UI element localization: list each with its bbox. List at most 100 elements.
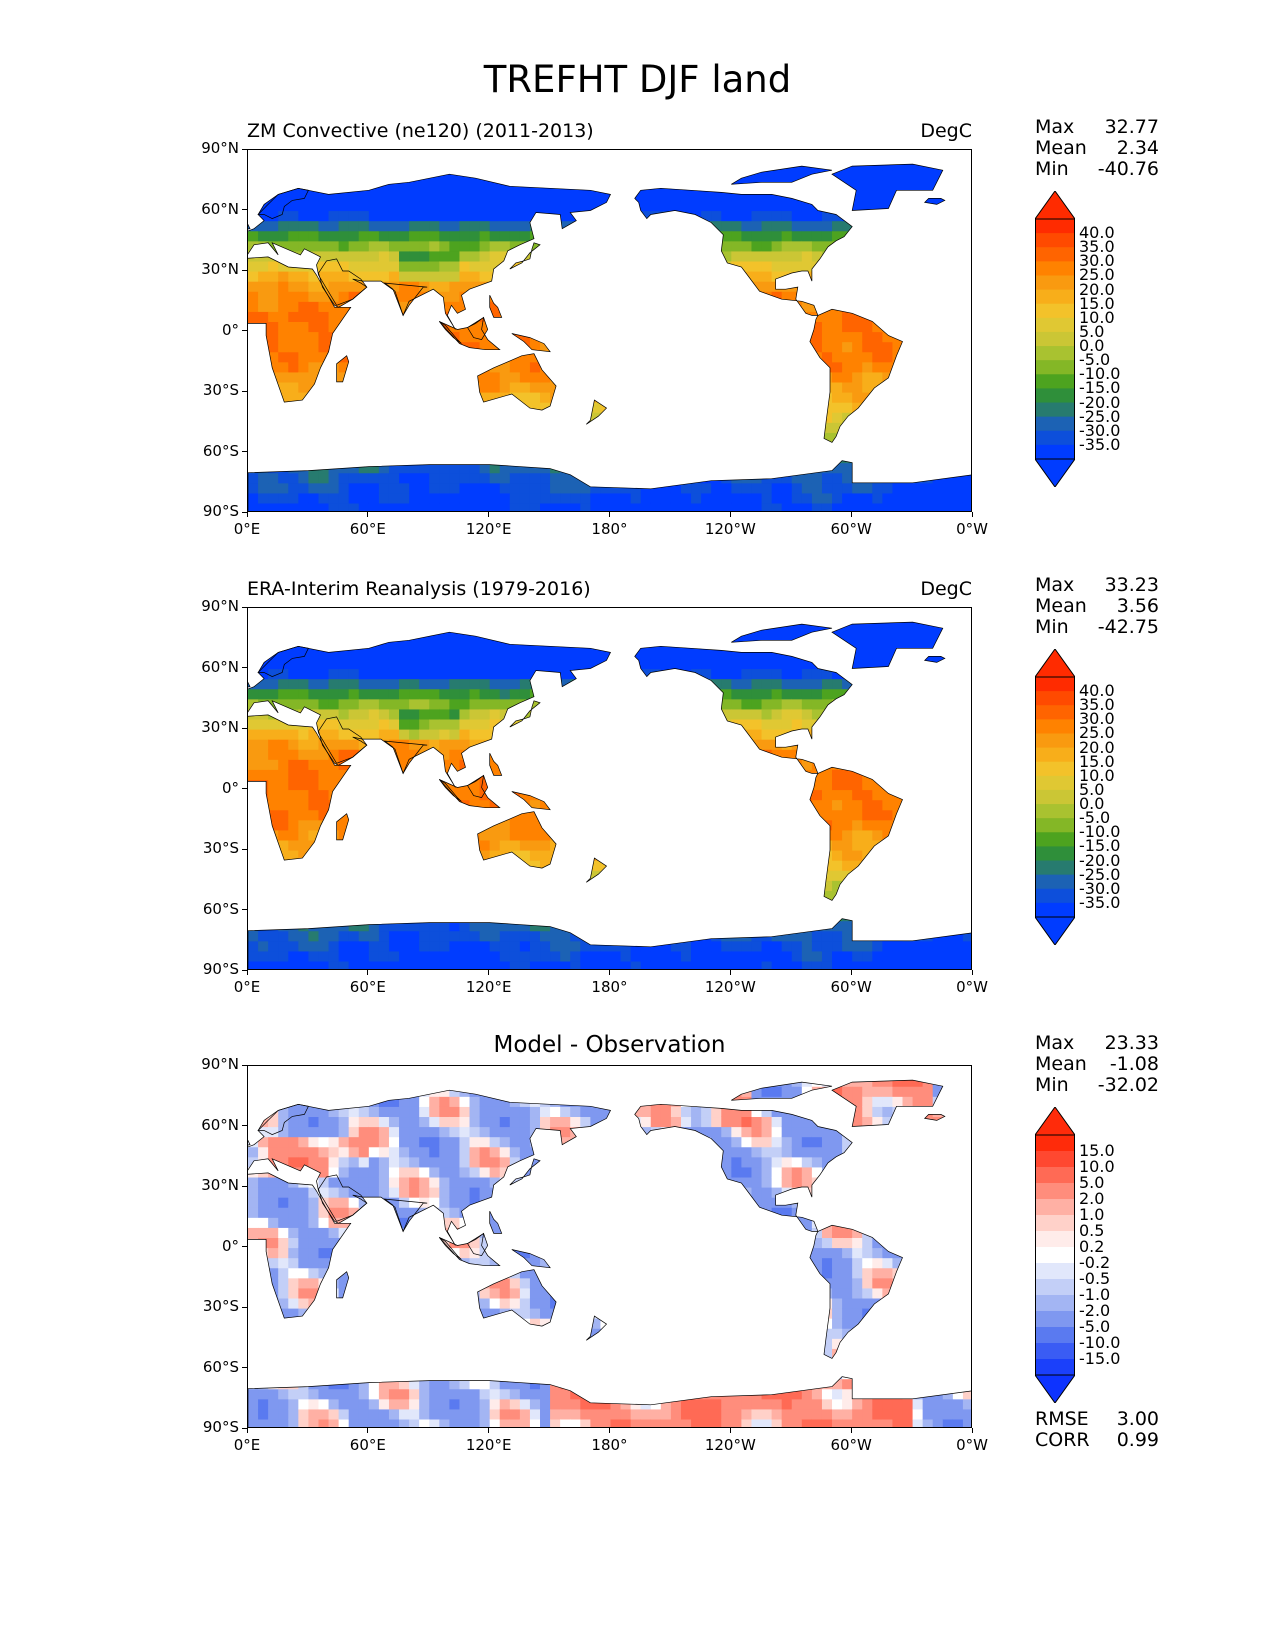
stat-value: 3.56 — [1116, 595, 1159, 617]
lon-tick-label: 60°W — [830, 1436, 872, 1454]
colorbar-segment — [1035, 303, 1075, 319]
stat-label: Mean — [1035, 1053, 1087, 1075]
colorbar-segment — [1035, 219, 1075, 234]
coastline-eurasia — [248, 631, 612, 788]
colorbar-segment — [1035, 1199, 1075, 1216]
colorbar-tick-label: 10.0 — [1079, 765, 1115, 785]
lat-tick — [242, 1064, 247, 1066]
lon-tick — [971, 1428, 973, 1433]
lon-tick — [246, 512, 248, 517]
colorbar-extend-top — [1035, 191, 1075, 220]
coastline-madagascar — [336, 813, 350, 841]
coastline-scandinavia — [257, 187, 309, 219]
colorbar-tick-label: 0.5 — [1079, 1221, 1105, 1240]
colorbar-segment — [1035, 331, 1075, 347]
colorbar-tick-label: -5.0 — [1079, 808, 1111, 828]
colorbar-segment — [1035, 247, 1075, 262]
colorbar-tick-label: 20.0 — [1079, 737, 1115, 757]
coastline-india — [383, 282, 428, 317]
colorbar-tick-label: 0.0 — [1079, 336, 1105, 356]
lon-tick-label: 120°E — [465, 978, 512, 996]
colorbar-segment — [1035, 860, 1075, 876]
colorbar-segment — [1035, 1327, 1075, 1344]
lat-tick — [242, 1306, 247, 1308]
lat-tick — [242, 969, 247, 971]
lon-tick-label: 0°E — [233, 520, 261, 538]
colorbar-extend-top — [1035, 649, 1075, 678]
coastline-iceland — [923, 1114, 946, 1121]
lon-tick-label: 120°E — [465, 520, 512, 538]
lat-tick-label: 90°S — [202, 960, 239, 978]
colorbar-tick-label: 0.0 — [1079, 794, 1105, 814]
figure-title: TREFHT DJF land — [483, 58, 792, 101]
lat-tick-label: 90°N — [201, 1055, 239, 1073]
lat-tick — [242, 909, 247, 910]
coastline-australia — [477, 811, 557, 869]
colorbar-segment — [1035, 1183, 1075, 1200]
colorbar-segment — [1035, 430, 1075, 446]
lon-tick — [367, 970, 369, 975]
colorbar-segment — [1035, 775, 1075, 791]
coastline-britain — [248, 1139, 251, 1146]
colorbar-tick-label: -20.0 — [1079, 850, 1121, 870]
colorbar-tick-label: 10.0 — [1079, 1157, 1115, 1176]
stat-label: Max — [1035, 116, 1075, 138]
colorbar-tick-label: 5.0 — [1079, 321, 1105, 341]
lon-tick — [971, 512, 973, 517]
colorbar-segment — [1035, 388, 1075, 404]
lon-tick — [850, 512, 852, 517]
colorbar-tick-label: -0.5 — [1079, 1269, 1111, 1288]
coastline-south_america — [809, 308, 903, 443]
coastline-newguinea — [511, 1249, 551, 1269]
colorbar-segment — [1035, 261, 1075, 276]
lat-tick-label: 30°S — [202, 839, 239, 857]
lon-tick — [971, 970, 973, 975]
lat-tick — [242, 788, 247, 789]
lon-tick-label: 0°W — [956, 1436, 988, 1454]
lon-tick — [729, 512, 731, 517]
colorbar-tick-label: -10.0 — [1079, 1333, 1121, 1352]
lon-tick — [488, 970, 490, 975]
map-canvas — [248, 163, 971, 511]
land-field — [248, 1080, 971, 1427]
lon-tick — [850, 1428, 852, 1433]
colorbar-segment — [1035, 416, 1075, 432]
colorbar-tick-label: 5.0 — [1079, 1173, 1105, 1192]
colorbar-segment — [1035, 1311, 1075, 1328]
colorbar-segment — [1035, 761, 1075, 777]
stat-row: Max 33.23 — [1035, 574, 1159, 596]
colorbar — [1035, 649, 1075, 945]
lon-tick-label: 120°W — [704, 1436, 756, 1454]
lat-tick — [242, 390, 247, 392]
colorbar-segment — [1035, 789, 1075, 805]
colorbar-extend-bottom — [1035, 458, 1075, 487]
colorbar-canvas — [1035, 191, 1075, 487]
lat-tick — [242, 1246, 247, 1247]
coastline-britain — [248, 681, 251, 688]
lon-tick-label: 0°W — [956, 520, 988, 538]
stat-row: Mean -1.08 — [1035, 1053, 1159, 1075]
colorbar-tick-label: 35.0 — [1079, 237, 1115, 257]
lon-tick-label: 60°E — [349, 1436, 386, 1454]
lon-tick-label: 0°E — [233, 1436, 261, 1454]
lat-tick — [242, 1125, 247, 1126]
colorbar-tick-label: -25.0 — [1079, 406, 1121, 426]
stat-label: Min — [1035, 1074, 1069, 1096]
lat-tick — [242, 606, 247, 608]
panel-title-center: Model - Observation — [493, 1032, 726, 1058]
coastline-greenland — [831, 163, 944, 211]
lon-tick — [850, 970, 852, 975]
colorbar-tick-label: 0.2 — [1079, 1237, 1105, 1256]
colorbar-segment — [1035, 677, 1075, 692]
stat-value: -1.08 — [1109, 1053, 1159, 1075]
coastline-madagascar — [336, 355, 350, 383]
colorbar-segment — [1035, 360, 1075, 375]
colorbar — [1035, 191, 1075, 487]
coastline-nz — [586, 857, 608, 883]
colorbar-tick-label: -1.0 — [1079, 1285, 1111, 1304]
colorbar-segment — [1035, 902, 1075, 918]
colorbar-tick-label: -30.0 — [1079, 420, 1121, 440]
coastline-canada_islands — [731, 165, 833, 185]
lat-tick-label: 60°N — [201, 199, 239, 218]
colorbar-tick-label: -5.0 — [1079, 350, 1111, 370]
